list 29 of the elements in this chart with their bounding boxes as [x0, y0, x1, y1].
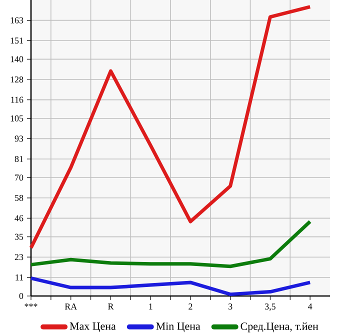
y-tick-label: 93 [14, 136, 24, 142]
y-tick-label: 151 [10, 38, 23, 44]
x-tick-label: 3 [228, 304, 232, 310]
x-tick-label: R [108, 304, 114, 310]
legend-label: Сред.Цена, т.йен [240, 322, 318, 332]
y-tick-label: 140 [10, 56, 24, 62]
y-tick-label: 116 [11, 96, 24, 103]
y-tick-label: 105 [10, 115, 24, 122]
y-tick-label: 0 [19, 292, 24, 300]
y-tick-label: 128 [10, 76, 24, 83]
y-tick-label: 35 [14, 234, 24, 240]
y-tick-label: 81 [14, 156, 23, 162]
legend-label: Max Цена [70, 322, 116, 332]
x-tick-label: *** [24, 304, 38, 307]
y-tick-label: 58 [15, 194, 24, 201]
y-tick-label: 163 [10, 17, 24, 24]
legend-label: Min Цена [156, 322, 200, 332]
x-tick-label: 2 [188, 304, 192, 310]
line-series [29, 276, 312, 296]
y-tick-label: 46 [14, 215, 24, 222]
y-tick-label: 70 [15, 174, 24, 181]
y-tick-label: 23 [14, 254, 24, 260]
x-tick-label: 4 [308, 304, 312, 310]
x-tick-label: 1 [149, 304, 152, 310]
x-tick-label: 3,5 [265, 304, 276, 311]
y-tick-label: 11 [16, 274, 23, 280]
x-tick-label: RA [64, 304, 78, 310]
line-series [29, 220, 312, 268]
line-series [29, 5, 312, 250]
